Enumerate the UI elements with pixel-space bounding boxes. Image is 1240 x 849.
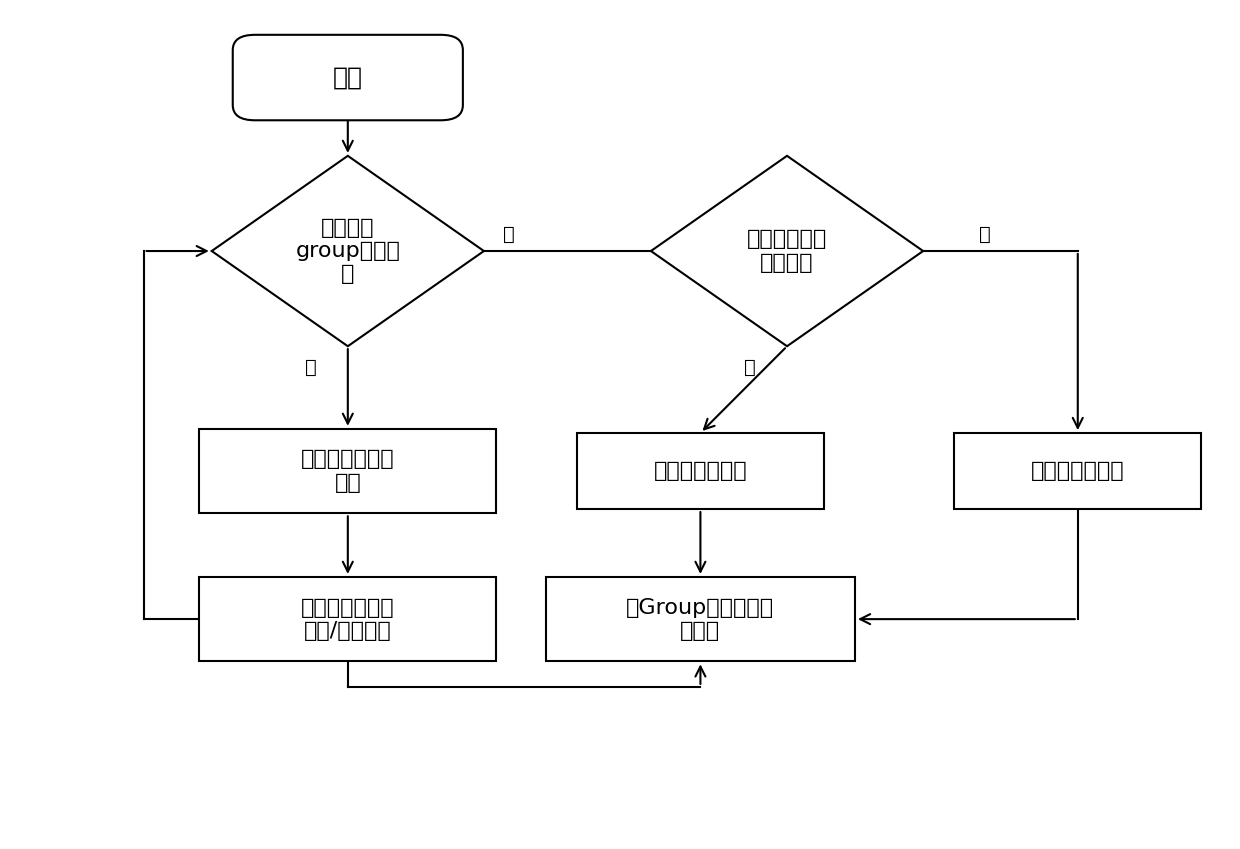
Text: 否: 否 xyxy=(980,225,991,244)
Bar xyxy=(200,576,496,661)
Text: 设置运动零部件
最终/初始位置: 设置运动零部件 最终/初始位置 xyxy=(301,598,394,641)
Text: 向Group返回执行完
毕消息: 向Group返回执行完 毕消息 xyxy=(626,598,775,641)
Text: 隐藏运动零部件: 隐藏运动零部件 xyxy=(653,461,748,481)
Polygon shape xyxy=(651,156,923,346)
Bar xyxy=(954,433,1202,509)
Text: 运动零部件是
否需隐藏: 运动零部件是 否需隐藏 xyxy=(746,229,827,273)
Text: 否: 否 xyxy=(502,225,515,244)
Text: 显示运动零部件: 显示运动零部件 xyxy=(1030,461,1125,481)
Bar xyxy=(577,433,825,509)
Text: 是否收到
group激活消
息: 是否收到 group激活消 息 xyxy=(295,218,401,284)
Text: 开始: 开始 xyxy=(332,65,363,89)
Text: 确定运动零部件
模型: 确定运动零部件 模型 xyxy=(301,449,394,492)
Polygon shape xyxy=(212,156,484,346)
Text: 是: 是 xyxy=(305,358,316,377)
FancyBboxPatch shape xyxy=(233,35,463,121)
Text: 是: 是 xyxy=(744,358,756,377)
Bar xyxy=(200,429,496,514)
Bar xyxy=(546,576,856,661)
